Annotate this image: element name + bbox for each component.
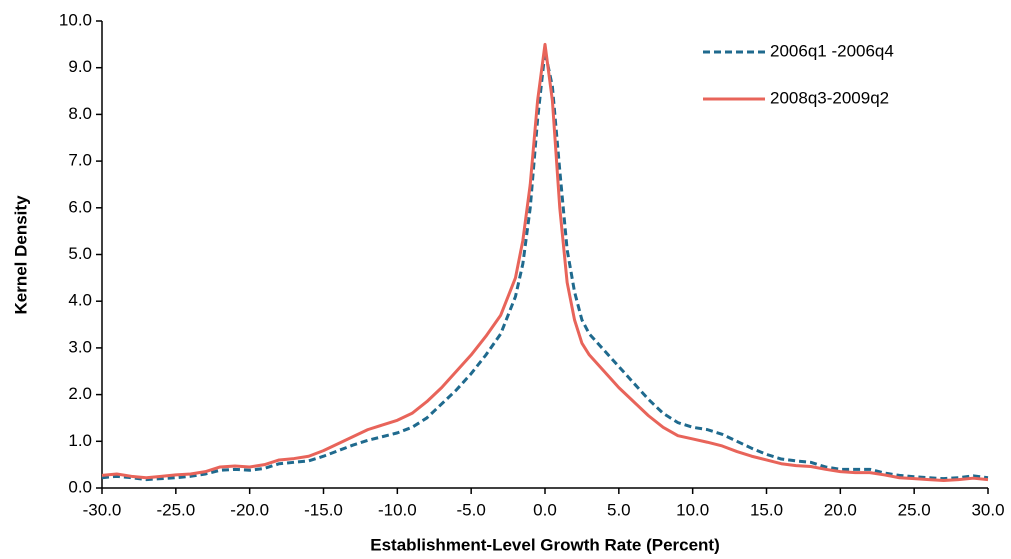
y-tick-label: 2.0 bbox=[68, 384, 92, 403]
x-tick-label: -5.0 bbox=[457, 500, 486, 519]
x-tick-label: 25.0 bbox=[898, 500, 931, 519]
y-tick-label: 0.0 bbox=[68, 477, 92, 496]
y-tick-label: 6.0 bbox=[68, 197, 92, 216]
x-tick-label: -30.0 bbox=[83, 500, 122, 519]
y-tick-label: 8.0 bbox=[68, 104, 92, 123]
x-tick-label: 5.0 bbox=[607, 500, 631, 519]
legend-label: 2006q1 -2006q4 bbox=[770, 41, 894, 60]
legend-label: 2008q3-2009q2 bbox=[770, 88, 889, 107]
y-axis-title: Kernel Density bbox=[11, 195, 30, 315]
y-tick-label: 10.0 bbox=[59, 10, 92, 29]
series-line bbox=[101, 42, 989, 483]
x-tick-label: 20.0 bbox=[824, 500, 857, 519]
y-tick-label: 1.0 bbox=[68, 431, 92, 450]
y-tick-label: 9.0 bbox=[68, 57, 92, 76]
y-tick-label: 4.0 bbox=[68, 291, 92, 310]
x-axis-title: Establishment-Level Growth Rate (Percent… bbox=[370, 535, 720, 554]
x-tick-label: -20.0 bbox=[230, 500, 269, 519]
x-tick-label: -10.0 bbox=[378, 500, 417, 519]
x-tick-label: -15.0 bbox=[304, 500, 343, 519]
x-tick-label: 0.0 bbox=[533, 500, 557, 519]
x-tick-label: 15.0 bbox=[750, 500, 783, 519]
x-tick-label: 10.0 bbox=[676, 500, 709, 519]
y-tick-label: 5.0 bbox=[68, 244, 92, 263]
y-tick-label: 3.0 bbox=[68, 337, 92, 356]
y-tick-label: 7.0 bbox=[68, 151, 92, 170]
x-tick-label: -25.0 bbox=[156, 500, 195, 519]
x-tick-label: 30.0 bbox=[971, 500, 1004, 519]
series-line bbox=[101, 49, 989, 482]
